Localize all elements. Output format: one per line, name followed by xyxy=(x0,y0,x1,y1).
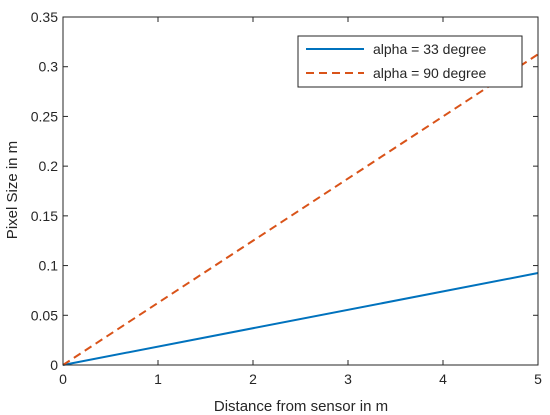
legend-label-2: alpha = 90 degree xyxy=(373,65,486,81)
legend: alpha = 33 degree alpha = 90 degree xyxy=(297,35,523,88)
axes-layer: 0 1 2 3 4 5 0 0.05 0.1 0.15 0.2 0.25 0.3 0.35 xyxy=(31,9,542,387)
y-tick-label: 0.2 xyxy=(39,158,59,174)
y-tick-label: 0.05 xyxy=(31,307,58,323)
y-axis-label: Pixel Size in m xyxy=(4,141,21,239)
x-tick-label: 3 xyxy=(344,371,352,387)
y-tick-label: 0.15 xyxy=(31,208,58,224)
legend-box xyxy=(297,35,523,88)
x-tick-label: 4 xyxy=(439,371,447,387)
series-line-1 xyxy=(62,272,539,366)
series-layer xyxy=(62,53,539,366)
x-axis-label: Distance from sensor in m xyxy=(214,398,388,415)
y-tick-label: 0.25 xyxy=(31,108,58,124)
y-tick-label: 0.35 xyxy=(31,9,58,25)
x-tick-label: 1 xyxy=(154,371,162,387)
x-tick-label: 5 xyxy=(534,371,542,387)
x-tick-label: 2 xyxy=(249,371,257,387)
x-tick-label: 0 xyxy=(59,371,67,387)
axes-box xyxy=(62,16,539,366)
legend-label-1: alpha = 33 degree xyxy=(373,41,486,57)
y-tick-label: 0.1 xyxy=(39,258,59,274)
series-line-2 xyxy=(62,53,539,366)
y-tick-label: 0 xyxy=(50,357,58,373)
y-tick-label: 0.3 xyxy=(39,59,59,75)
